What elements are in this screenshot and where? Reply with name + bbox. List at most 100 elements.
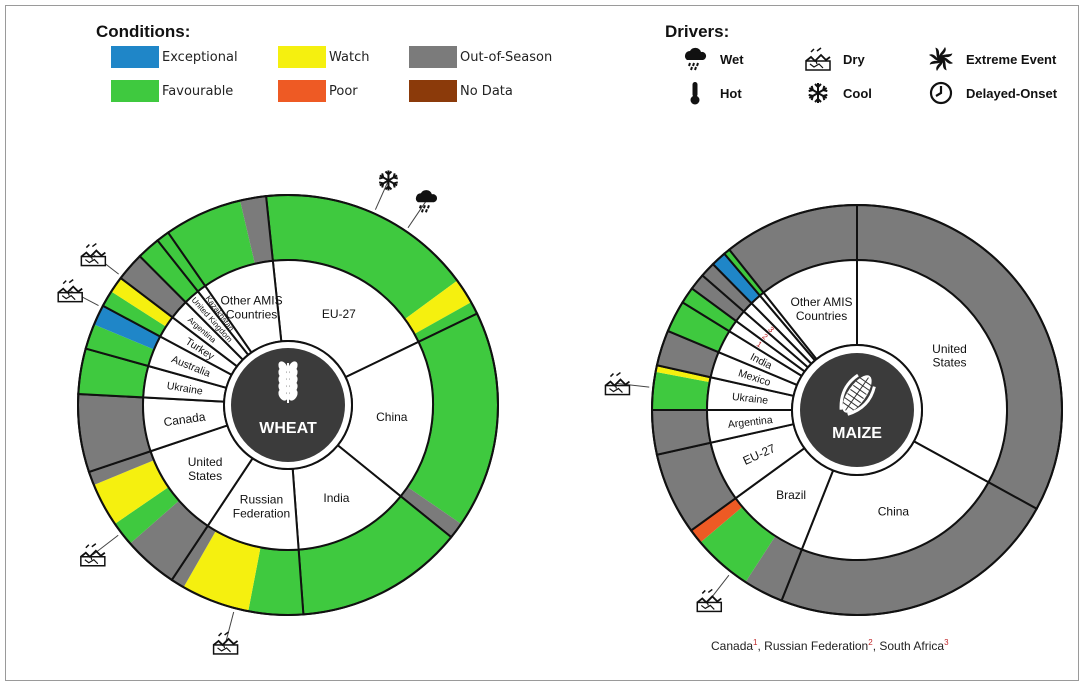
dry-cracked-soil-icon <box>80 543 106 567</box>
condition-segment-1-favourable <box>682 288 737 332</box>
dry-cracked-soil-icon <box>696 588 723 613</box>
condition-segment-india-favourable <box>667 302 730 353</box>
condition-segment-united-states-oos <box>130 500 208 580</box>
outer-ring-border <box>77 194 499 616</box>
center-label: MAIZE <box>832 425 882 442</box>
hurricane-icon <box>928 46 958 72</box>
condition-segment-canada-oos <box>78 394 151 472</box>
wheat-icon <box>278 361 298 403</box>
condition-segment-australia-favourable <box>85 324 155 367</box>
driver-label-extreme: Extreme Event <box>966 51 1057 67</box>
legend-swatch-oos <box>409 46 457 68</box>
legend-label-poor: Poor <box>329 83 358 99</box>
condition-segment-united-states-oos <box>857 205 1062 509</box>
country-label-3: 3 <box>766 325 776 335</box>
maize-footnote: Canada1, Russian Federation2, South Afri… <box>711 638 949 653</box>
condition-segment-eu-27-oos <box>656 442 736 531</box>
country-label-russian-federation: Russian Federation <box>233 493 290 521</box>
condition-segment-3-oos <box>702 264 752 312</box>
legend-item-nodata: No Data <box>409 80 513 102</box>
legend-label-watch: Watch <box>329 49 370 65</box>
driver-item-delayed: Delayed-Onset <box>928 80 1057 106</box>
condition-segment-china-favourable <box>407 313 498 524</box>
country-label-other-amis-countries: Other AMIS Countries <box>221 294 283 322</box>
center-hub <box>231 348 345 462</box>
country-label-ukraine: Ukraine <box>166 380 204 398</box>
country-label-china: China <box>878 504 910 518</box>
condition-segment-other-amis-countries-favourable <box>168 200 255 286</box>
condition-segment-other-amis-countries-oos <box>240 196 273 264</box>
condition-segment-russian-federation-oos <box>171 525 216 588</box>
dry-cracked-soil-icon <box>604 371 631 396</box>
snowflake-icon <box>805 80 835 106</box>
driver-label-wet: Wet <box>720 51 744 67</box>
footnote-country: Russian Federation <box>764 639 869 653</box>
rain-cloud-icon <box>415 190 438 213</box>
country-label-other-amis-countries: Other AMIS Countries <box>791 295 853 323</box>
condition-segment-slice-11-exceptional <box>712 253 760 304</box>
condition-segment-russian-federation-watch <box>183 530 261 612</box>
condition-segment-russian-federation-favourable <box>248 547 304 615</box>
legend-swatch-favourable <box>111 80 159 102</box>
maize-icon <box>839 373 876 416</box>
country-label-ukraine: Ukraine <box>731 391 768 407</box>
legend-swatch-nodata <box>409 80 457 102</box>
driver-pointer <box>407 201 427 229</box>
conditions-legend-title: Conditions: <box>96 22 191 41</box>
dry-cracked-soil-icon <box>212 631 239 655</box>
footnote-mark: 1 <box>753 638 758 647</box>
condition-segment-china-oos <box>400 487 462 538</box>
footnote-country: Canada <box>711 639 754 653</box>
wheat-sunburst: WHEAT EU-27 China India Russian Federation Uni… <box>57 170 499 655</box>
center-label: WHEAT <box>259 420 317 437</box>
condition-segment-united-states-favourable <box>114 487 180 544</box>
driver-item-wet: Wet <box>682 46 744 72</box>
drivers-legend-title: Drivers: <box>665 22 730 41</box>
country-label-argentina: Argentina <box>727 414 773 431</box>
country-label-united-states: United States <box>932 342 967 370</box>
country-label-india: India <box>323 491 349 505</box>
country-label-brazil: Brazil <box>776 488 806 502</box>
condition-segment-eu-27-favourable <box>266 195 458 320</box>
condition-segment-ukraine-watch <box>655 365 711 383</box>
driver-label-delayed: Delayed-Onset <box>966 85 1058 101</box>
legend-label-oos: Out-of-Season <box>460 49 553 65</box>
legend-swatch-exceptional <box>111 46 159 68</box>
legend-item-poor: Poor <box>278 80 358 102</box>
condition-segment-ukraine-favourable <box>651 371 710 410</box>
condition-segment-united-states-oos <box>88 451 154 485</box>
country-label-china: China <box>376 410 408 424</box>
footnote-mark: 3 <box>944 638 949 647</box>
footnote-entry-south-africa: South Africa3 <box>879 638 949 653</box>
condition-segment-australia-exceptional <box>94 305 161 350</box>
driver-item-hot: Hot <box>682 80 742 106</box>
dry-cracked-soil-icon <box>57 279 83 303</box>
country-label-1: 1 <box>755 339 764 349</box>
dry-cracked-soil-icon <box>80 242 107 267</box>
footnote-country: South Africa <box>879 639 945 653</box>
country-label-2: 2 <box>760 332 770 342</box>
country-label-eu-27: EU-27 <box>322 307 356 321</box>
condition-segment-ukraine-favourable <box>78 348 149 398</box>
condition-segment-eu-27-watch <box>404 280 472 335</box>
condition-segment-turkey-watch <box>111 278 173 327</box>
driver-label-dry: Dry <box>843 51 865 67</box>
driver-item-extreme: Extreme Event <box>928 46 1056 72</box>
condition-segment-mexico-oos <box>656 330 719 378</box>
legend-label-favourable: Favourable <box>162 83 234 99</box>
country-label-united-states: United States <box>188 455 223 483</box>
clock-icon <box>928 80 958 106</box>
snowflake-icon <box>378 170 399 191</box>
condition-segment-2-oos <box>691 275 744 322</box>
outer-ring-border <box>651 204 1063 616</box>
condition-segment-other-amis-countries-oos <box>729 205 857 293</box>
driver-label-cool: Cool <box>843 85 872 101</box>
condition-segment-argentina-oos <box>120 256 186 318</box>
condition-segment-united-states-watch <box>93 460 169 524</box>
driver-pointer <box>617 383 650 388</box>
footnote-mark: 2 <box>868 638 873 647</box>
legend-label-exceptional: Exceptional <box>162 49 238 65</box>
condition-segment-kazakhstan-favourable <box>157 232 206 292</box>
